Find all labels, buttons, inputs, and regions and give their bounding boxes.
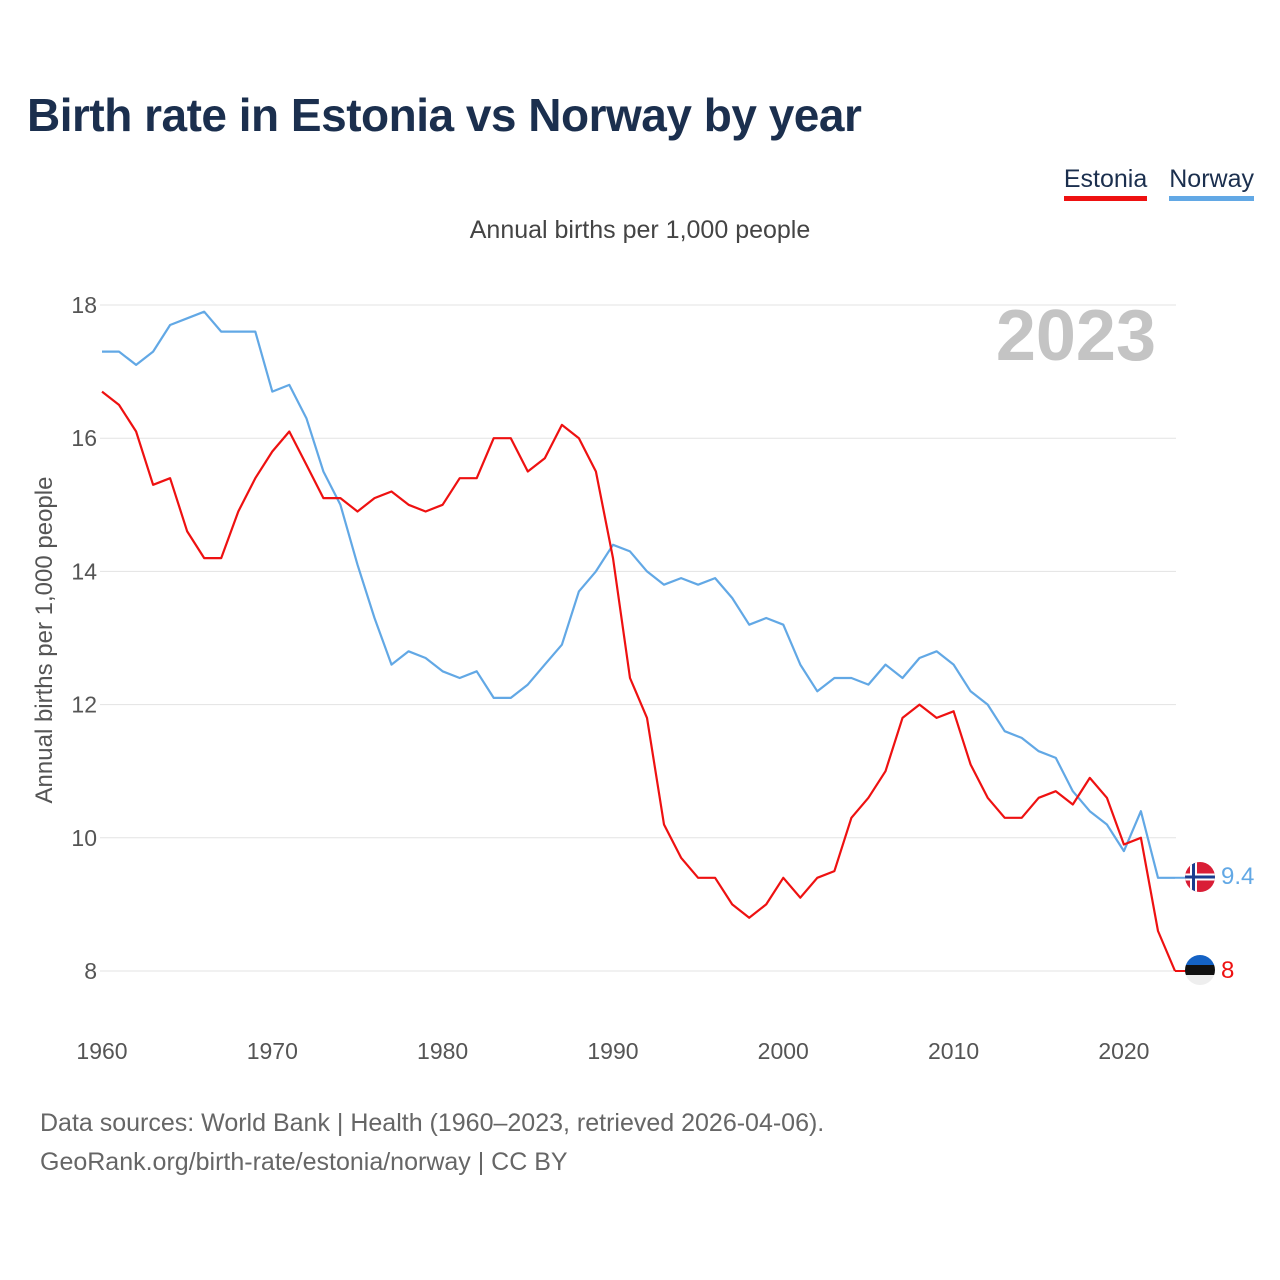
footer: Data sources: World Bank | Health (1960–…: [40, 1104, 824, 1182]
x-tick-label: 2010: [928, 1038, 979, 1064]
line-chart: 8 10 12 14 16 18 1960 1970 1980 1990 2000 2010 2020…: [31, 292, 1254, 1064]
y-tick-label: 18: [71, 292, 97, 318]
y-tick-label: 14: [71, 558, 97, 584]
footer-url: GeoRank.org/birth-rate/estonia/norway | …: [40, 1148, 568, 1176]
y-tick-label: 16: [71, 425, 97, 451]
y-tick-label: 8: [84, 958, 97, 984]
legend: Estonia Norway: [1063, 164, 1254, 201]
footer-sources: Data sources: World Bank | Health (1960–…: [40, 1109, 825, 1137]
x-tick-label: 2000: [758, 1038, 809, 1064]
x-tick-label: 1990: [587, 1038, 638, 1064]
x-tick-label: 1960: [76, 1038, 127, 1064]
series-line-norway[interactable]: [102, 310, 1175, 879]
x-tick-label: 1970: [247, 1038, 298, 1064]
series-line-estonia[interactable]: [101, 390, 1177, 972]
x-tick-label: 2020: [1098, 1038, 1149, 1064]
estonia-flag-icon: [1185, 955, 1215, 985]
y-axis-ticks: 8 10 12 14 16 18: [71, 292, 97, 984]
year-badge: 2023: [996, 296, 1156, 376]
y-tick-label: 10: [71, 825, 97, 851]
estonia-end-label: 8: [1221, 957, 1234, 984]
x-axis-ticks: 1960 1970 1980 1990 2000 2010 2020: [76, 1038, 1149, 1064]
legend-item-norway[interactable]: Norway: [1169, 164, 1254, 201]
y-tick-label: 12: [71, 692, 97, 718]
norway-flag-icon: [1185, 862, 1215, 892]
chart-title: Birth rate in Estonia vs Norway by year: [27, 89, 862, 141]
x-tick-label: 1980: [417, 1038, 468, 1064]
chart-subtitle: Annual births per 1,000 people: [469, 216, 811, 244]
norway-end-label: 9.4: [1221, 863, 1254, 890]
gridlines: [100, 304, 1176, 972]
series-lines: [101, 310, 1186, 972]
legend-item-estonia[interactable]: Estonia: [1063, 164, 1148, 201]
y-axis-label: Annual births per 1,000 people: [31, 477, 58, 804]
